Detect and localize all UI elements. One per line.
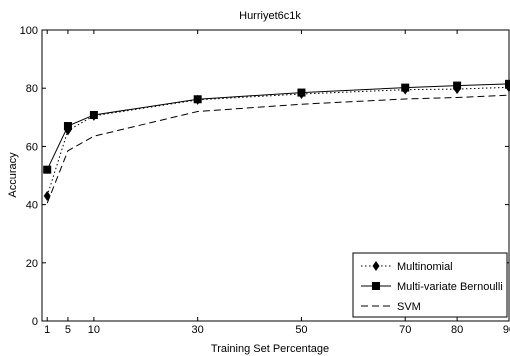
- series-line-1: [46, 83, 510, 170]
- data-point-1-1: [63, 122, 72, 131]
- legend-label-0: Multinomial: [397, 261, 453, 273]
- legend: Multinomial Multi-variate Bernoulli SVM: [352, 252, 508, 318]
- data-point-1-7: [505, 79, 510, 88]
- y-tick-label: 80: [26, 83, 38, 95]
- data-point-1-4: [297, 88, 306, 97]
- data-point-1-3: [193, 95, 202, 104]
- x-tick-label: 1: [44, 324, 50, 336]
- plot-area: 0 20 40 60 80 100 1 5 10 30 50 70 80 90: [20, 25, 510, 336]
- x-tick-label: 80: [451, 324, 463, 336]
- x-tick-label: 70: [399, 324, 411, 336]
- data-point-0-1: [64, 125, 72, 136]
- legend-marker-1: [372, 282, 380, 290]
- chart-title: Hurriyet6c1k: [239, 10, 301, 22]
- data-point-1-2: [89, 110, 98, 119]
- data-point-1-0: [43, 165, 52, 174]
- legend-label-1: Multi-variate Bernoulli: [397, 281, 503, 293]
- series-line-2: [46, 94, 510, 204]
- x-tick-label: 30: [192, 324, 204, 336]
- x-tick-label: 5: [65, 324, 71, 336]
- y-tick-label: 60: [26, 141, 38, 153]
- data-point-1-6: [453, 81, 462, 90]
- data-point-1-5: [401, 83, 410, 92]
- y-tick-label: 20: [26, 258, 38, 270]
- x-tick-label: 10: [88, 324, 100, 336]
- y-tick-label: 40: [26, 200, 38, 212]
- legend-label-2: SVM: [397, 301, 421, 313]
- x-axis-label: Training Set Percentage: [211, 343, 329, 355]
- x-tick-label: 90: [503, 324, 510, 336]
- y-axis-label: Accuracy: [7, 152, 19, 198]
- x-tick-label: 50: [295, 324, 307, 336]
- y-tick-label: 100: [20, 25, 38, 37]
- y-tick-label: 0: [32, 316, 38, 328]
- legend-marker-0: [372, 261, 380, 271]
